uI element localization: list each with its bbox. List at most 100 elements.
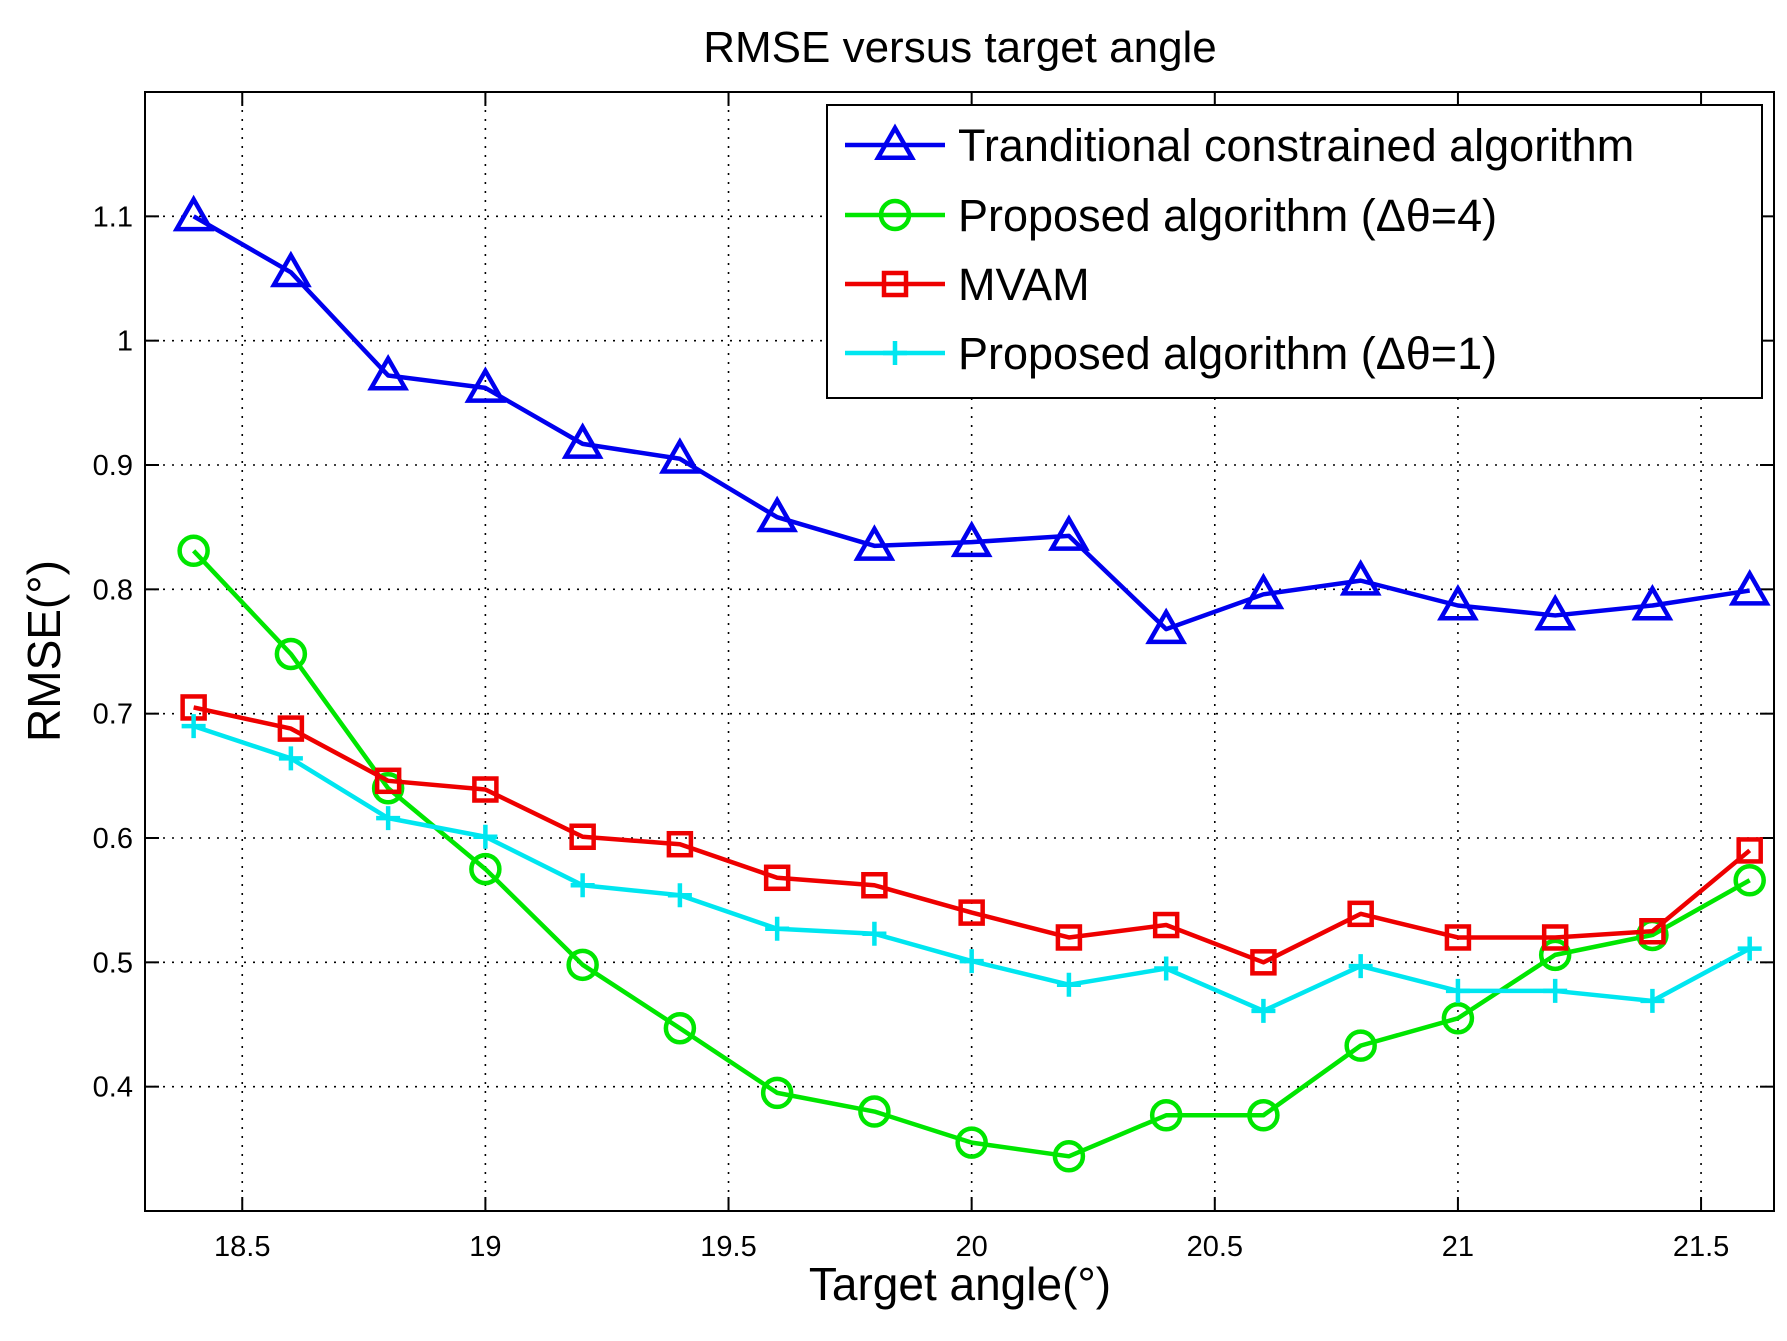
data-point-plus [765,916,790,941]
data-point-plus [1251,998,1276,1023]
data-point-triangle [172,194,215,232]
series-layer [172,194,1771,1173]
data-point-circle [469,852,502,886]
data-point-square [861,871,888,899]
data-point-circle [1538,938,1572,972]
data-point-plus [1543,978,1568,1003]
plot-area-frame [144,91,1775,1212]
data-point-plus [667,883,692,908]
data-point-triangle [464,366,507,403]
x-tick-label: 20 [956,1231,988,1263]
data-point-plus [1154,956,1179,981]
data-point-plus [959,949,984,974]
data-point-plus [181,714,206,739]
data-point-triangle [1242,572,1285,610]
data-point-triangle [1145,607,1188,645]
y-tick-label: 0.5 [93,947,133,979]
data-point-square [277,715,305,742]
data-point-square [1055,924,1083,951]
legend-entry: MVAM [845,259,1090,310]
y-tick-label: 0.7 [93,699,133,731]
y-tick-label: 1 [117,326,133,358]
data-point-square [1541,924,1569,951]
y-axis-label: RMSE(°) [18,560,70,742]
data-point-circle [760,1076,794,1110]
data-point-triangle [659,437,701,474]
legend-entry: Tranditional constrained algorithm [845,120,1634,171]
data-point-triangle [1437,583,1479,621]
data-point-square [1736,837,1763,864]
data-point-square [569,823,596,851]
data-point-circle [566,948,599,982]
data-point-circle [371,772,405,805]
legend-swatch-marker [881,270,909,298]
data-point-plus [570,873,595,898]
legend-entry: Proposed algorithm (Δθ=1) [845,328,1497,379]
data-point-plus [278,746,303,771]
data-point-triangle [853,524,896,561]
data-point-circle [274,637,308,671]
data-point-plus [1445,978,1470,1003]
data-point-triangle [1631,583,1674,621]
data-point-plus [473,824,498,849]
chart-title: RMSE versus target angle [703,23,1217,72]
data-point-square [1152,911,1180,939]
data-point-circle [1052,1140,1086,1173]
legend-swatch-marker [878,198,912,232]
data-point-square [1250,949,1277,976]
data-point-triangle [1339,559,1382,596]
x-axis-label: Target angle(°) [809,1258,1111,1310]
legend-label: MVAM [958,259,1090,310]
data-point-square [763,864,791,892]
data-point-triangle [756,495,799,533]
series-line [192,214,1751,632]
data-point-triangle [1048,514,1090,551]
legend-label: Tranditional constrained algorithm [958,120,1634,171]
x-tick-label: 21 [1442,1231,1474,1263]
data-point-square [1639,918,1666,945]
data-point-square [1444,924,1472,951]
x-tick-label: 19 [469,1231,501,1263]
data-point-square [472,776,499,803]
data-point-triangle [270,250,312,288]
data-point-circle [858,1095,891,1128]
data-point-square [666,830,694,858]
series-3 [180,694,1763,976]
axis-ticks: 18.5 19 19.5 20 20.5 21 21.5 0.4 0.5 0.6 0.7 0.8 0.9… [93,92,1774,1263]
data-point-triangle [561,422,604,459]
legend-label: Proposed algorithm (Δθ=1) [958,328,1497,379]
x-tick-label: 20.5 [1187,1231,1243,1263]
data-point-triangle [1728,569,1771,606]
data-point-plus [376,806,401,831]
y-tick-label: 0.9 [93,450,133,482]
x-tick-label: 18.5 [214,1231,270,1263]
series-1 [172,194,1771,645]
x-tick-label: 19.5 [700,1231,756,1263]
data-point-plus [1056,972,1081,997]
data-point-circle [177,534,210,568]
series-line [193,705,1752,965]
legend-swatch-marker [874,123,916,160]
data-point-circle [955,1126,988,1159]
legend-box [826,104,1763,399]
grid [145,92,1774,1211]
series-line [191,549,1751,1159]
data-point-plus [1640,988,1665,1013]
data-point-circle [1247,1099,1280,1132]
data-point-triangle [950,520,993,558]
legend: Tranditional constrained algorithm Propos… [826,104,1763,399]
legend-entry: Proposed algorithm (Δθ=4) [845,190,1497,241]
data-point-circle [1441,1002,1475,1035]
data-point-triangle [1534,593,1577,631]
y-tick-label: 0.6 [93,823,133,855]
y-tick-label: 1.1 [93,201,133,233]
series-4 [181,714,1762,1023]
data-point-plus [1348,954,1373,979]
data-point-square [374,767,402,795]
y-tick-label: 0.8 [93,574,133,606]
data-point-plus [862,921,887,946]
data-point-square [1347,900,1374,928]
legend-swatch-marker [883,341,907,365]
legend-label: Proposed algorithm (Δθ=4) [958,190,1497,241]
